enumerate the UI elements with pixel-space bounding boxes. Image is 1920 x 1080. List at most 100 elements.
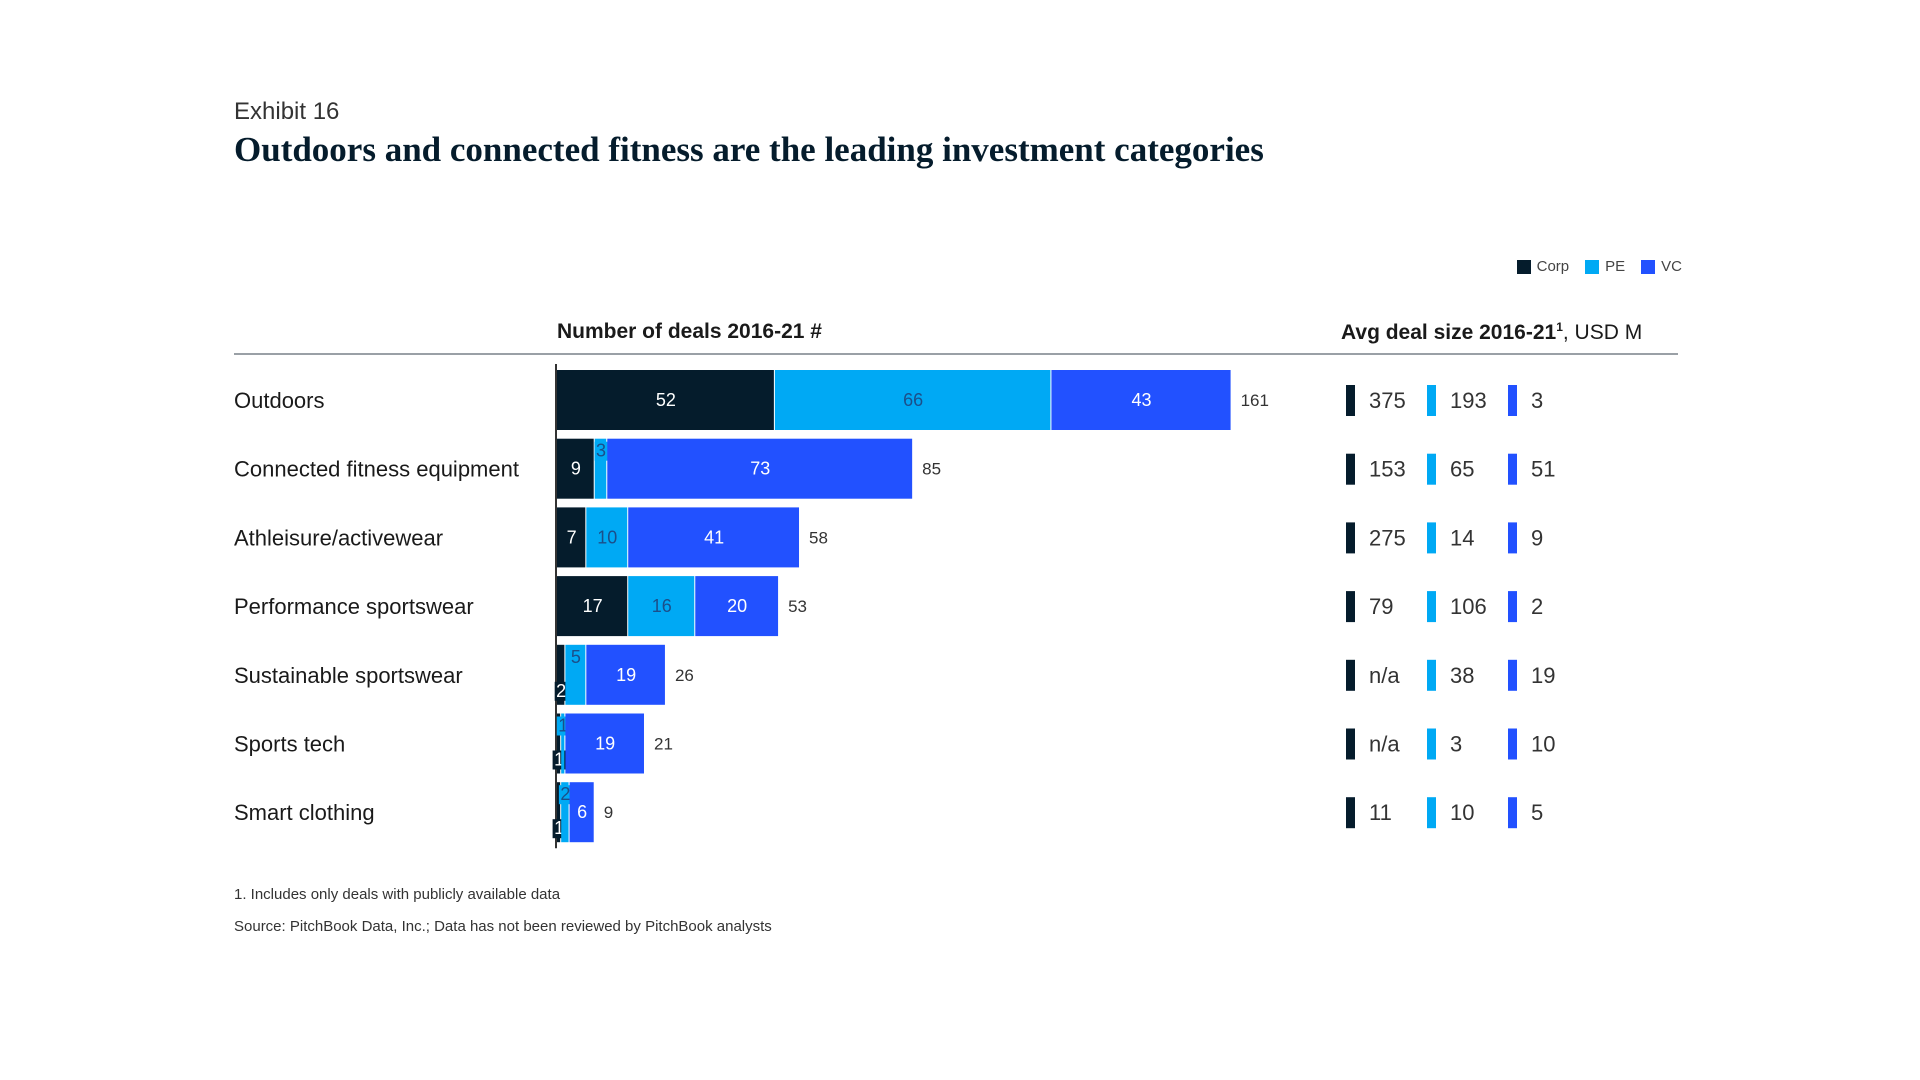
segment-value-label: 10: [597, 527, 617, 547]
total-value-label: 161: [1241, 391, 1269, 410]
chart-title: Outdoors and connected fitness are the l…: [234, 130, 1264, 169]
avg-deal-size-value: 79: [1369, 594, 1393, 619]
avg-deal-size-value: 193: [1450, 388, 1487, 413]
header-rule: [234, 353, 1678, 355]
avg-deal-size-value: 10: [1531, 732, 1555, 757]
legend-item-corp: Corp: [1516, 258, 1570, 275]
legend-swatch-vc: [1641, 259, 1656, 274]
legend-swatch-pe: [1585, 259, 1600, 274]
avg-deal-size-value: 10: [1450, 800, 1474, 825]
bar-segment-pe: [561, 782, 569, 843]
category-label: Sustainable sportswear: [234, 663, 463, 688]
segment-value-label: 6: [577, 802, 587, 822]
legend-swatch-corp: [1516, 259, 1531, 274]
segment-value-label: 66: [903, 390, 923, 410]
avg-deal-size-value: 3: [1531, 388, 1543, 413]
avg-deal-size-value: 106: [1450, 594, 1487, 619]
avg-marker-vc: [1508, 385, 1517, 416]
bar-segment-pe: [561, 713, 565, 774]
avg-deal-size-value: n/a: [1369, 663, 1400, 688]
segment-value-label: 2: [560, 784, 570, 804]
avg-marker-vc: [1508, 522, 1517, 554]
avg-marker-pe: [1427, 385, 1436, 416]
avg-marker-corp: [1346, 453, 1355, 485]
avg-marker-corp: [1346, 591, 1355, 623]
avg-deal-size-value: 2: [1531, 594, 1543, 619]
segment-value-label: 19: [616, 665, 636, 685]
bar-segment-pe: [774, 370, 1051, 430]
bar-segment-vc: [628, 507, 800, 568]
total-value-label: 26: [675, 666, 694, 685]
segment-value-label: 52: [656, 390, 676, 410]
legend-label-corp: Corp: [1536, 258, 1570, 275]
segment-value-label: 20: [727, 596, 747, 616]
avg-marker-corp: [1346, 728, 1355, 760]
avg-marker-corp: [1346, 797, 1355, 829]
avg-deal-size-value: 65: [1450, 457, 1474, 482]
bar-segment-vc: [586, 644, 665, 705]
bar-segment-corp: [557, 644, 565, 705]
avg-marker-corp: [1346, 659, 1355, 691]
bar-segment-vc: [607, 438, 913, 499]
avg-marker-corp: [1346, 522, 1355, 554]
avg-header-bold: Avg deal size 2016-21: [1341, 321, 1557, 344]
segment-value-label: 9: [571, 459, 581, 479]
avg-marker-pe: [1427, 591, 1436, 623]
bar-segment-corp: [557, 782, 561, 843]
segment-value-label: 17: [583, 596, 603, 616]
segment-label-bg: [558, 785, 572, 805]
segment-value-label: 19: [595, 734, 615, 754]
bar-segment-corp: [557, 507, 586, 568]
segment-value-label: 73: [750, 459, 770, 479]
bar-segment-vc: [569, 782, 594, 843]
avg-marker-vc: [1508, 453, 1517, 485]
avg-header-unit: , USD M: [1562, 321, 1643, 344]
category-label: Outdoors: [234, 388, 325, 413]
avg-deal-size-value: 14: [1450, 525, 1474, 550]
legend-label-pe: PE: [1605, 258, 1626, 275]
avg-deal-size-value: 38: [1450, 663, 1474, 688]
total-value-label: 58: [809, 528, 828, 547]
bar-segment-corp: [557, 576, 628, 637]
total-value-label: 53: [788, 597, 807, 616]
legend: Corp PE VC: [1516, 258, 1682, 275]
avg-marker-vc: [1508, 659, 1517, 691]
segment-value-label: 1: [554, 750, 564, 770]
avg-deal-size-value: 153: [1369, 457, 1406, 482]
total-value-label: 21: [654, 735, 673, 754]
footnote: 1. Includes only deals with publicly ava…: [234, 886, 561, 903]
bar-segment-pe: [628, 576, 695, 637]
legend-item-pe: PE: [1585, 258, 1625, 275]
total-value-label: 9: [604, 803, 613, 822]
avg-deal-size-value: 51: [1531, 457, 1555, 482]
segment-value-label: 1: [558, 716, 568, 736]
bar-segment-pe: [586, 507, 628, 568]
category-label: Athleisure/activewear: [234, 525, 443, 550]
source-note: Source: PitchBook Data, Inc.; Data has n…: [234, 918, 772, 935]
legend-label-vc: VC: [1661, 258, 1682, 275]
avg-deal-size-value: 9: [1531, 525, 1543, 550]
segment-label-bg: [594, 441, 608, 461]
total-value-label: 85: [922, 460, 941, 479]
bar-segment-corp: [557, 370, 774, 430]
bar-segment-corp: [557, 438, 594, 499]
category-label: Performance sportswear: [234, 594, 474, 619]
avg-deal-size-header: Avg deal size 2016-211, USD M: [1341, 320, 1642, 345]
avg-deal-size-value: n/a: [1369, 732, 1400, 757]
category-label: Sports tech: [234, 732, 345, 757]
bar-segment-vc: [695, 576, 779, 637]
segment-value-label: 2: [556, 681, 566, 701]
avg-deal-size-value: 19: [1531, 663, 1555, 688]
avg-header-footnote-mark: 1: [1556, 320, 1563, 334]
avg-marker-vc: [1508, 797, 1517, 829]
avg-marker-corp: [1346, 385, 1355, 416]
avg-marker-pe: [1427, 728, 1436, 760]
avg-deal-size-value: 3: [1450, 732, 1462, 757]
segment-value-label: 3: [596, 441, 606, 461]
segment-value-label: 1: [554, 818, 564, 838]
avg-deal-size-value: 11: [1369, 800, 1392, 825]
avg-marker-vc: [1508, 728, 1517, 760]
deals-header: Number of deals 2016-21 #: [557, 320, 822, 343]
avg-marker-pe: [1427, 797, 1436, 829]
segment-value-label: 5: [571, 647, 581, 667]
